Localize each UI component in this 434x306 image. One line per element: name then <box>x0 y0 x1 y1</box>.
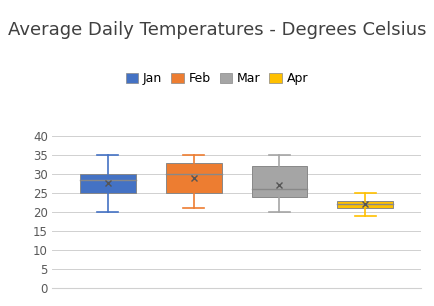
Legend: Jan, Feb, Mar, Apr: Jan, Feb, Mar, Apr <box>121 67 313 91</box>
Text: Average Daily Temperatures - Degrees Celsius: Average Daily Temperatures - Degrees Cel… <box>8 21 426 39</box>
Bar <box>252 166 307 197</box>
Bar <box>80 174 136 193</box>
Bar <box>166 162 221 193</box>
Bar <box>337 200 393 208</box>
